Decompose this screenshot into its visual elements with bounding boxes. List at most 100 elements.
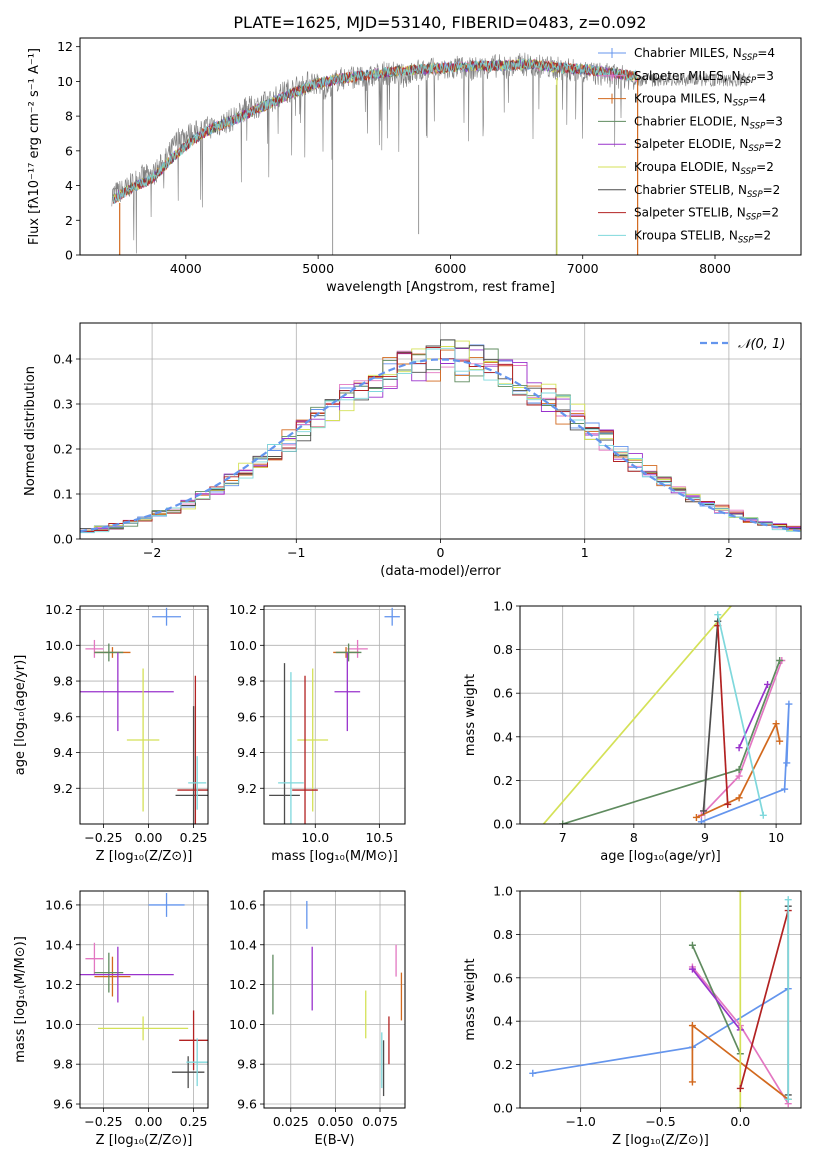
- legend-suffix: =2: [763, 183, 781, 197]
- legend-subscript: SSP: [746, 213, 762, 223]
- y-tick-label: 10.0: [229, 638, 257, 653]
- plot-area: [269, 607, 400, 824]
- x-tick-label: 6000: [435, 261, 467, 276]
- gaussian-curve: [80, 358, 801, 533]
- y-tick-label: 0.4: [493, 1014, 513, 1029]
- legend-name: Chabrier MILES, N: [634, 46, 742, 60]
- legend-suffix: =2: [761, 206, 779, 220]
- y-tick-label: 10.0: [229, 1017, 257, 1032]
- y-tick-label: 10.0: [45, 1017, 73, 1032]
- mass-weight-marker: [688, 1022, 696, 1030]
- mass-weight-marker: [529, 1069, 537, 1077]
- histogram-8: [80, 347, 801, 532]
- y-tick-label: 9.8: [53, 1057, 73, 1072]
- x-tick-label: 1: [581, 545, 589, 560]
- mass-weight-line-5: [691, 968, 741, 1031]
- mass-weight-marker: [735, 794, 743, 802]
- y-tick-label: 10.4: [229, 937, 257, 952]
- data-spectrum-line: [111, 52, 750, 254]
- mass-weight-marker: [531, 831, 538, 838]
- mass-weight-marker: [764, 680, 772, 688]
- legend-name: Kroupa STELIB, N: [634, 228, 738, 242]
- legend-subscript: SSP: [738, 235, 754, 245]
- legend-subscript: SSP: [733, 99, 749, 109]
- x-tick-label: 10.5: [365, 830, 393, 845]
- mass-weight-marker: [688, 941, 696, 949]
- legend-entry: Kroupa STELIB, NSSP=2: [634, 228, 771, 245]
- legend-entry: Salpeter MILES, NSSP=3: [634, 69, 774, 86]
- mass-weight-marker: [697, 818, 705, 824]
- x-tick-label: 8: [630, 830, 638, 845]
- y-tick-label: 10.2: [229, 602, 257, 617]
- axes-frame: [263, 605, 406, 825]
- legend-entry: Salpeter STELIB, NSSP=2: [634, 206, 779, 223]
- x-tick-label: 10.0: [301, 830, 329, 845]
- x-tick-label: 0.25: [180, 1114, 208, 1129]
- plot-area: [272, 900, 403, 1097]
- x-axis-label: Z [log₁₀(Z/Z⊙)]: [612, 1133, 709, 1148]
- y-tick-label: 0.2: [493, 773, 513, 788]
- axes-frame: [79, 605, 209, 825]
- y-tick-label: 0.8: [493, 642, 513, 657]
- y-axis-label: Normed distribution: [23, 366, 38, 496]
- y-tick-label: 10.6: [229, 897, 257, 912]
- y-tick-label: 1.0: [493, 884, 513, 899]
- axes-frame: [79, 37, 802, 256]
- legend-entry: Chabrier ELODIE, NSSP=3: [634, 114, 783, 131]
- x-tick-label: 4000: [170, 261, 202, 276]
- x-tick-label: −0.5: [645, 1114, 675, 1129]
- mass-weight-marker: [781, 785, 789, 793]
- legend-entry: Kroupa MILES, NSSP=4: [634, 92, 766, 109]
- y-tick-label: 9.4: [237, 745, 257, 760]
- histogram-5: [80, 348, 801, 531]
- y-tick-label: 9.4: [53, 745, 73, 760]
- legend-subscript: SSP: [748, 144, 764, 154]
- x-tick-label: −1: [287, 545, 305, 560]
- y-tick-label: 9.2: [53, 781, 73, 796]
- y-tick-label: 4: [65, 178, 73, 193]
- mass-weight-marker: [784, 1095, 792, 1103]
- x-tick-label: −0.25: [84, 1114, 122, 1129]
- legend-subscript: SSP: [741, 167, 757, 177]
- mass-weight-line-1: [701, 704, 790, 823]
- mass-weight-marker: [735, 772, 743, 780]
- x-tick-label: −0.25: [84, 830, 122, 845]
- y-tick-label: 9.6: [237, 709, 257, 724]
- plot-area: [80, 339, 801, 534]
- y-tick-label: 0.0: [53, 532, 73, 547]
- legend-name: Salpeter STELIB, N: [634, 206, 746, 220]
- legend-name: Salpeter MILES, N: [634, 69, 741, 83]
- axes-frame: [263, 890, 406, 1109]
- y-tick-label: 0.4: [53, 352, 73, 367]
- legend-name: Chabrier STELIB, N: [634, 183, 747, 197]
- x-tick-label: 0.050: [317, 1114, 353, 1129]
- x-tick-label: 0: [437, 545, 445, 560]
- x-axis-label: wavelength [Angstrom, rest frame]: [326, 280, 555, 295]
- mass-weight-line-8: [739, 910, 790, 1089]
- mass-weight-marker: [737, 592, 744, 599]
- y-tick-label: 9.6: [237, 1097, 257, 1112]
- y-tick-label: 1.0: [493, 599, 513, 614]
- x-axis-label: mass [log₁₀(M/M⊙)]: [271, 849, 398, 864]
- mass-weight-line-8: [716, 625, 729, 805]
- mass-weight-marker: [783, 759, 791, 767]
- x-tick-label: 9: [701, 830, 709, 845]
- y-tick-label: 10.2: [45, 602, 73, 617]
- plot-area: [80, 607, 208, 824]
- legend-suffix: =3: [765, 114, 783, 128]
- y-tick-label: 0.0: [493, 817, 513, 832]
- y-tick-label: 9.6: [53, 1097, 73, 1112]
- mass-weight-marker: [772, 720, 780, 728]
- x-tick-label: 0.00: [135, 1114, 163, 1129]
- x-tick-label: 7: [559, 830, 567, 845]
- legend-suffix: =2: [756, 160, 774, 174]
- x-tick-label: 0.00: [135, 830, 163, 845]
- mass-weight-marker: [688, 1078, 696, 1086]
- y-axis-label: Flux [fλ10⁻¹⁷ erg cm⁻² s⁻¹ A⁻¹]: [27, 48, 42, 245]
- legend-suffix: =4: [757, 46, 775, 60]
- y-tick-label: 0.2: [493, 1057, 513, 1072]
- mass-weight-line-9: [716, 614, 765, 816]
- legend-suffix: =2: [764, 137, 782, 151]
- mass-weight-marker: [735, 766, 743, 773]
